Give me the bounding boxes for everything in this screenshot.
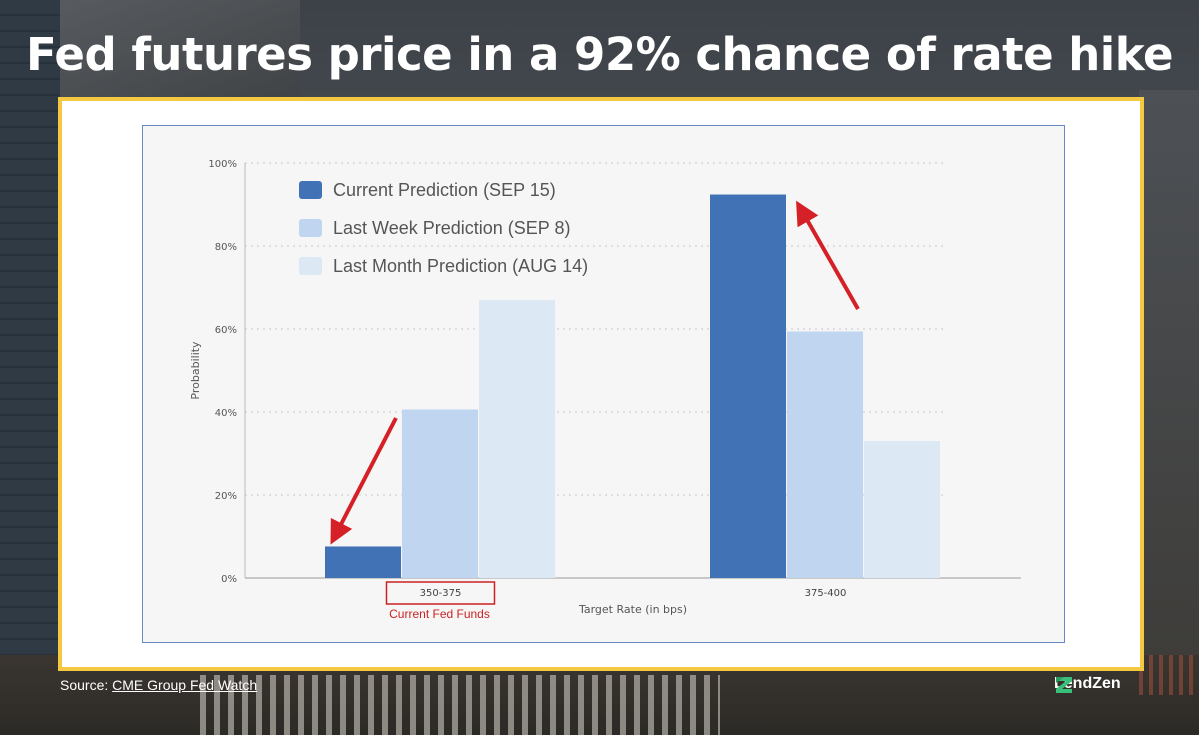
lendzen-logo-icon: [1056, 677, 1072, 693]
source-link[interactable]: CME Group Fed Watch: [112, 677, 258, 693]
bar: [710, 194, 786, 578]
y-tick-label: 100%: [208, 159, 237, 170]
chart-box: 0% 20% 40% 60% 80% 100% 350-375 375-400 Current …: [142, 125, 1065, 643]
bar: [325, 546, 401, 578]
bar: [787, 331, 863, 578]
legend-label: Current Prediction (SEP 15): [333, 180, 556, 200]
x-tick-label: 375-400: [805, 588, 847, 599]
background-tree: [1139, 90, 1199, 735]
x-tick-label: 350-375: [420, 588, 462, 599]
legend-swatch: [299, 257, 322, 275]
brand-logo: LendZen: [1054, 675, 1121, 693]
bar: [479, 299, 555, 578]
down-arrow: [330, 417, 398, 545]
legend-swatch: [299, 181, 322, 199]
bar-chart: 0% 20% 40% 60% 80% 100% 350-375 375-400 Current …: [189, 159, 1021, 621]
page-title: Fed futures price in a 92% chance of rat…: [26, 28, 1173, 81]
bar: [402, 409, 478, 578]
y-tick-label: 80%: [215, 242, 237, 253]
background-fence: [200, 675, 720, 735]
background-siding: [0, 0, 60, 735]
legend-label: Last Week Prediction (SEP 8): [333, 218, 570, 238]
current-fed-funds-label: Current Fed Funds: [389, 607, 490, 621]
current-rate-highlight-box: [385, 581, 496, 605]
source-prefix: Source:: [60, 677, 113, 693]
legend-swatch: [299, 219, 322, 237]
source-line: Source: CME Group Fed Watch: [60, 677, 257, 693]
legend-label: Last Month Prediction (AUG 14): [333, 256, 588, 276]
y-tick-label: 40%: [215, 408, 237, 419]
y-tick-label: 20%: [215, 491, 237, 502]
x-axis-label: Target Rate (in bps): [578, 603, 687, 616]
y-axis-label: Probability: [189, 341, 202, 400]
chart-frame: 0% 20% 40% 60% 80% 100% 350-375 375-400 Current …: [58, 97, 1144, 671]
bar: [864, 441, 940, 578]
y-tick-label: 60%: [215, 325, 237, 336]
y-tick-label: 0%: [221, 574, 237, 585]
background-railing: [1139, 655, 1199, 695]
up-arrow: [796, 200, 860, 310]
